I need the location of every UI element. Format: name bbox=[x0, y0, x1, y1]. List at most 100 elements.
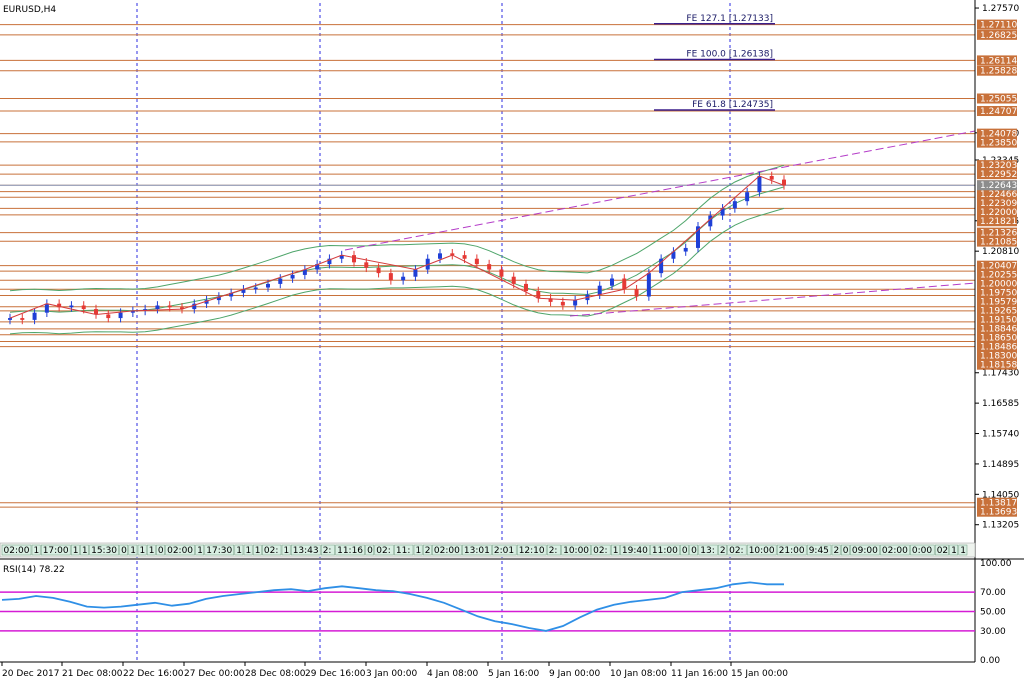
time-axis-label: 15 Jan 00:00 bbox=[731, 669, 788, 679]
candle-body[interactable] bbox=[106, 314, 111, 319]
session-strip-cell bbox=[610, 544, 620, 556]
vertical-gridlines bbox=[136, 3, 731, 662]
candle-body[interactable] bbox=[216, 296, 221, 301]
candle-body[interactable] bbox=[278, 278, 283, 284]
session-strip-cell bbox=[432, 544, 462, 556]
candle-body[interactable] bbox=[44, 303, 49, 313]
candle-body[interactable] bbox=[315, 264, 320, 270]
price-axis-label: 1.15740 bbox=[982, 430, 1019, 440]
candle-body[interactable] bbox=[192, 303, 197, 310]
candle-body[interactable] bbox=[610, 278, 614, 286]
session-strip-label: 02:00 bbox=[4, 546, 30, 556]
candle-body[interactable] bbox=[487, 264, 492, 270]
candle-body[interactable] bbox=[81, 305, 86, 310]
candle-body[interactable] bbox=[708, 215, 713, 227]
candle-body[interactable] bbox=[425, 258, 430, 270]
candle-body[interactable] bbox=[8, 318, 12, 320]
level-price-tag bbox=[977, 128, 1017, 139]
session-strip-cell bbox=[146, 544, 156, 556]
session-strip-cell bbox=[89, 544, 119, 556]
horizontal-levels[interactable] bbox=[0, 24, 975, 508]
candle-body[interactable] bbox=[204, 300, 209, 304]
candle-body[interactable] bbox=[253, 287, 258, 290]
candle-body[interactable] bbox=[352, 255, 356, 263]
candle-body[interactable] bbox=[20, 318, 25, 320]
candle-body[interactable] bbox=[462, 255, 467, 259]
candle-body[interactable] bbox=[69, 305, 74, 308]
candle-body[interactable] bbox=[450, 253, 455, 256]
candle-body[interactable] bbox=[167, 305, 172, 308]
candle-body[interactable] bbox=[302, 269, 307, 275]
session-strip-cell bbox=[262, 544, 282, 556]
candle-body[interactable] bbox=[548, 298, 553, 302]
candle-body[interactable] bbox=[696, 226, 700, 248]
session-strip-label: 02: bbox=[729, 546, 743, 556]
candle-body[interactable] bbox=[634, 289, 639, 297]
candle-body[interactable] bbox=[180, 307, 184, 310]
candle-body[interactable] bbox=[524, 283, 528, 292]
lower-trendline[interactable] bbox=[569, 282, 976, 317]
time-axis-label: 21 Dec 08:00 bbox=[62, 669, 123, 679]
candle-body[interactable] bbox=[339, 255, 344, 259]
level-price-tag bbox=[977, 65, 1017, 76]
candle-body[interactable] bbox=[732, 201, 737, 209]
candle-body[interactable] bbox=[57, 303, 62, 308]
candle-body[interactable] bbox=[438, 253, 442, 259]
candle-body[interactable] bbox=[683, 247, 688, 252]
price-axis-label: 1.20810 bbox=[982, 247, 1019, 257]
candle-body[interactable] bbox=[646, 273, 651, 297]
rsi-subwindow[interactable]: 100.00 70.00 50.00 30.00 0.00 bbox=[0, 558, 1024, 666]
level-price-tag-text: 1.19579 bbox=[980, 298, 1017, 308]
candle-body[interactable] bbox=[327, 258, 332, 265]
level-price-tag bbox=[977, 332, 1017, 343]
candle-body[interactable] bbox=[229, 292, 234, 297]
level-price-tag bbox=[977, 137, 1017, 148]
candle-body[interactable] bbox=[118, 312, 123, 319]
candle-body[interactable] bbox=[671, 251, 676, 259]
session-strip-cell bbox=[137, 544, 147, 556]
candle-body[interactable] bbox=[659, 258, 664, 274]
candle-body[interactable] bbox=[388, 273, 393, 281]
candle-body[interactable] bbox=[413, 269, 418, 277]
level-price-tag bbox=[977, 305, 1017, 316]
level-price-tag-text: 1.13693 bbox=[980, 508, 1017, 518]
candle-body[interactable] bbox=[241, 289, 246, 293]
candle-body[interactable] bbox=[266, 283, 270, 288]
candle-body[interactable] bbox=[376, 267, 381, 274]
session-strip-label: 17:30 bbox=[206, 546, 232, 556]
candle-body[interactable] bbox=[573, 300, 578, 306]
session-strip-label: 0 bbox=[843, 546, 849, 556]
candle-body[interactable] bbox=[745, 192, 750, 202]
candle-body[interactable] bbox=[32, 312, 37, 320]
trendlines[interactable] bbox=[344, 130, 976, 317]
session-strip-cell bbox=[806, 544, 832, 556]
candle-body[interactable] bbox=[769, 176, 774, 180]
session-strip-label: 02: bbox=[376, 546, 390, 556]
candle-body[interactable] bbox=[499, 269, 504, 277]
candle-body[interactable] bbox=[155, 305, 160, 310]
session-strip-label: 0:00 bbox=[912, 546, 932, 556]
candle-body[interactable] bbox=[757, 176, 762, 193]
candle-body[interactable] bbox=[364, 262, 369, 268]
fibonacci-expansion[interactable]: FE 127.1 [1.27133] FE 100.0 [1.26138] FE 6… bbox=[654, 14, 775, 111]
level-price-tag bbox=[977, 198, 1017, 209]
upper-trendline[interactable] bbox=[344, 130, 976, 251]
candle-body[interactable] bbox=[782, 179, 786, 186]
candle-body[interactable] bbox=[94, 309, 98, 315]
candle-body[interactable] bbox=[511, 276, 516, 284]
candle-body[interactable] bbox=[536, 291, 541, 299]
session-strip-cell bbox=[727, 544, 747, 556]
candle-body[interactable] bbox=[130, 310, 135, 313]
candle-body[interactable] bbox=[560, 301, 565, 306]
candle-body[interactable] bbox=[622, 278, 627, 290]
bollinger-band-line bbox=[9, 164, 785, 292]
candle-body[interactable] bbox=[597, 285, 602, 295]
candle-body[interactable] bbox=[720, 208, 725, 216]
candle-body[interactable] bbox=[290, 274, 295, 279]
candle-body[interactable] bbox=[474, 258, 479, 265]
candle-body[interactable] bbox=[401, 276, 406, 281]
session-strip-cell bbox=[698, 544, 718, 556]
session-strip-label: 0 bbox=[121, 546, 127, 556]
level-price-tag-text: 1.27110 bbox=[980, 21, 1017, 31]
